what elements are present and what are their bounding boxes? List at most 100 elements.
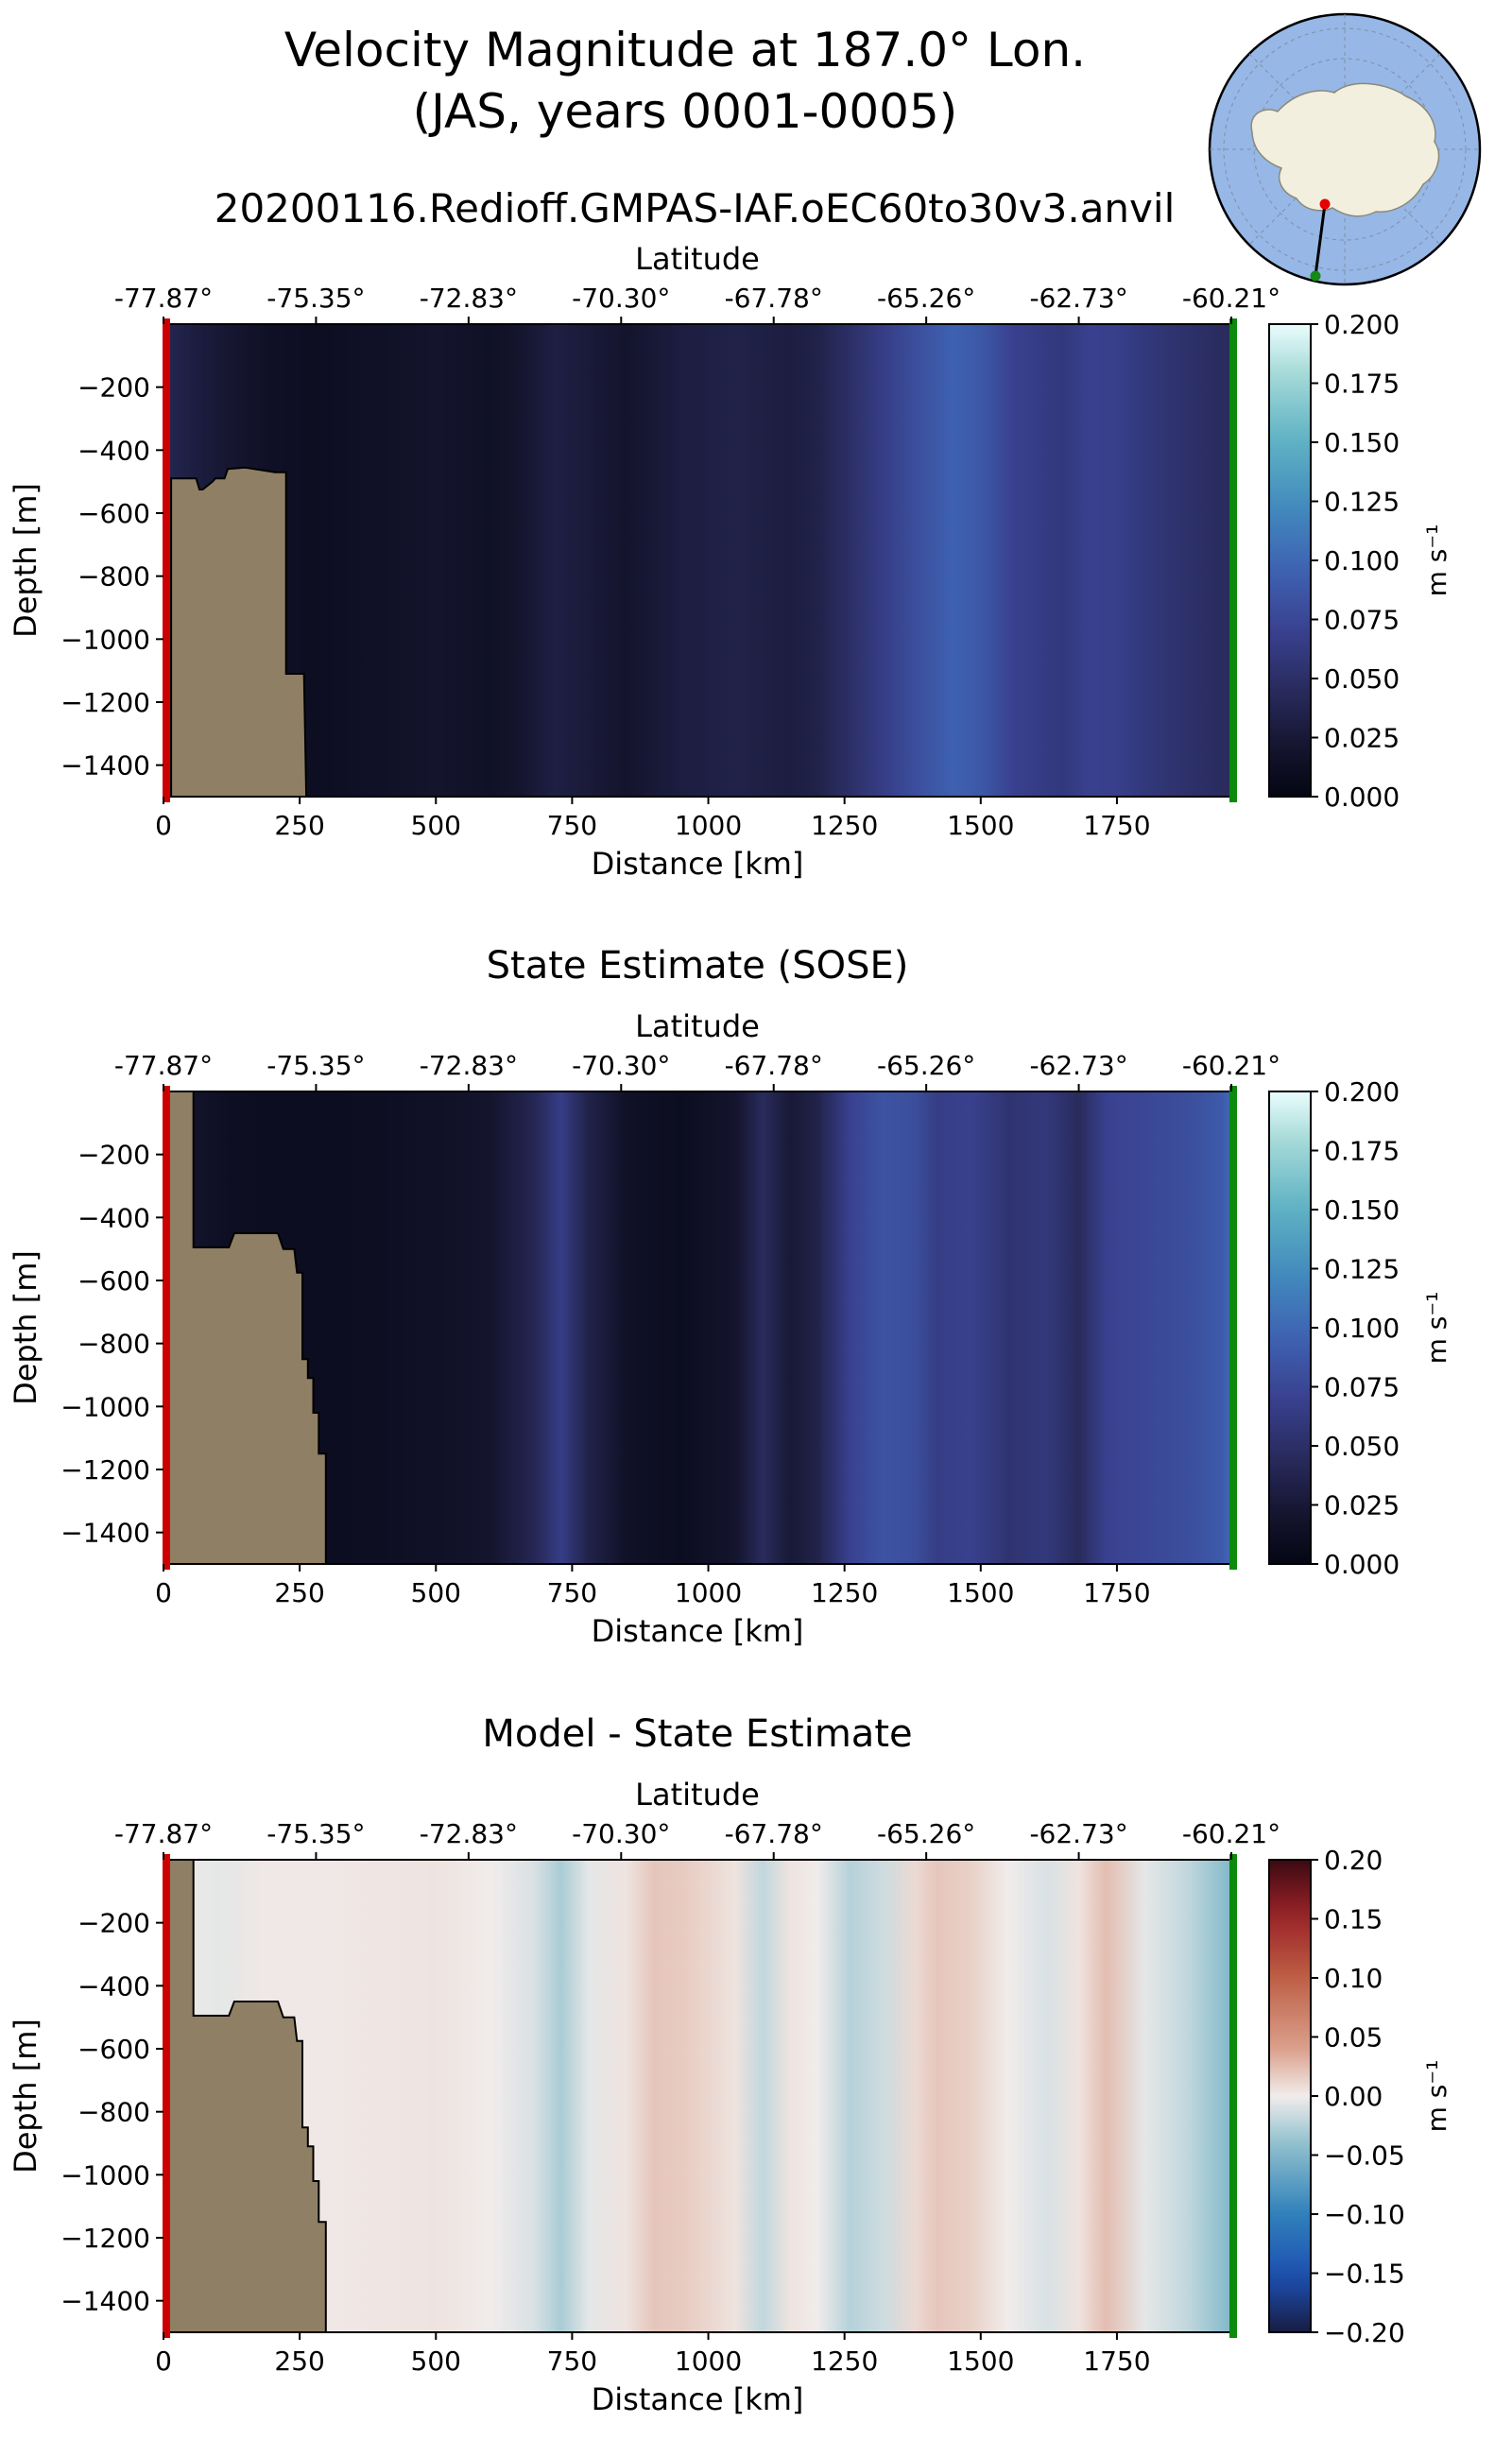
colorbar-tick-label: 0.050 [1324, 1431, 1400, 1462]
lat-tick-label: -60.21° [1182, 283, 1280, 314]
bathymetry-land [163, 466, 308, 798]
x-tick-label: 250 [274, 2345, 324, 2377]
y-axis-label: Depth [m] [8, 2019, 43, 2174]
x-tick-label: 1000 [675, 1577, 742, 1608]
panel-title: State Estimate (SOSE) [487, 944, 909, 988]
y-tick-label: −1000 [60, 1391, 150, 1422]
colorbar [1268, 1091, 1312, 1565]
colorbar-tick-label: 0.100 [1324, 1313, 1400, 1344]
x-tick-label: 0 [155, 1577, 172, 1608]
lat-tick-label: -77.87° [114, 1050, 213, 1081]
x-tick-label: 500 [411, 1577, 461, 1608]
y-tick-label: −1200 [60, 687, 150, 718]
y-axis-label: Depth [m] [8, 1250, 43, 1405]
colorbar-label: m s⁻¹ [1421, 2060, 1452, 2133]
difference-panel: Model - State Estimate 0 250 500 750 1000 1250… [8, 1712, 1452, 2417]
lat-tick-label: -75.35° [266, 1818, 365, 1849]
figure-title-line1: Velocity Magnitude at 187.0° Lon. [284, 23, 1086, 77]
x-tick-label: 1500 [947, 2345, 1014, 2377]
heatmap-field [163, 1860, 1231, 2332]
colorbar-tick-label: 0.20 [1324, 1845, 1383, 1876]
x-tick-label: 250 [274, 810, 324, 841]
colorbar-tick-label: 0.025 [1324, 1490, 1400, 1521]
lat-tick-label: -60.21° [1182, 1050, 1280, 1081]
colorbar-tick-label: 0.150 [1324, 1194, 1400, 1226]
heatmap-field [163, 1091, 1231, 1564]
x-tick-label: 1000 [675, 2345, 742, 2377]
x-tick-label: 500 [411, 2345, 461, 2377]
x-tick-label: 1500 [947, 1577, 1014, 1608]
lat-axis-label: Latitude [635, 241, 760, 277]
lat-tick-label: -65.26° [877, 283, 975, 314]
colorbar-label: m s⁻¹ [1421, 524, 1452, 597]
lat-tick-label: -72.83° [420, 283, 518, 314]
y-tick-label: −600 [77, 1265, 150, 1297]
colorbar-tick-label: −0.15 [1324, 2259, 1405, 2290]
transect-line [1314, 203, 1327, 277]
lat-tick-label: -67.78° [725, 283, 823, 314]
location-map-inset [1208, 12, 1482, 286]
y-tick-label: −1400 [60, 750, 150, 782]
bathymetry-land [163, 1859, 327, 2333]
y-tick-label: −800 [77, 2097, 150, 2128]
figure-title-line2: (JAS, years 0001-0005) [413, 84, 958, 139]
colorbar-tick-label: 0.200 [1324, 309, 1400, 340]
lat-tick-label: -70.30° [572, 283, 670, 314]
x-tick-label: 1750 [1083, 2345, 1150, 2377]
colorbar-tick-label: 0.05 [1324, 2022, 1383, 2053]
panel-title: Model - State Estimate [482, 1712, 912, 1756]
lat-tick-label: -62.73° [1029, 283, 1127, 314]
y-axis-label: Depth [m] [8, 483, 43, 638]
lat-tick-label: -65.26° [877, 1050, 975, 1081]
lat-tick-label: -72.83° [420, 1050, 518, 1081]
y-tick-label: −400 [77, 1970, 150, 2002]
transect-end-marker [1310, 270, 1321, 282]
colorbar-tick-label: 0.025 [1324, 723, 1400, 754]
x-tick-label: 1250 [811, 2345, 878, 2377]
lat-tick-label: -72.83° [420, 1818, 518, 1849]
colorbar-tick-label: 0.125 [1324, 487, 1400, 518]
x-tick-label: 500 [411, 810, 461, 841]
y-tick-label: −200 [77, 372, 150, 404]
x-tick-label: 750 [547, 2345, 597, 2377]
y-tick-label: −1200 [60, 2223, 150, 2254]
x-tick-label: 0 [155, 810, 172, 841]
x-tick-label: 1000 [675, 810, 742, 841]
colorbar-tick-label: −0.20 [1324, 2317, 1405, 2348]
lat-tick-label: -75.35° [266, 1050, 365, 1081]
colorbar-tick-label: 0.050 [1324, 663, 1400, 695]
lat-tick-label: -62.73° [1029, 1818, 1127, 1849]
colorbar-tick-label: −0.05 [1324, 2140, 1405, 2172]
x-tick-label: 250 [274, 1577, 324, 1608]
colorbar-tick-label: 0.000 [1324, 1549, 1400, 1580]
y-tick-label: −600 [77, 498, 150, 529]
lat-tick-label: -67.78° [725, 1050, 823, 1081]
colorbar [1268, 1859, 1312, 2333]
y-tick-label: −600 [77, 2034, 150, 2065]
bathymetry-land [163, 1091, 327, 1565]
colorbar-tick-label: 0.200 [1324, 1076, 1400, 1108]
x-tick-label: 1500 [947, 810, 1014, 841]
y-tick-label: −1000 [60, 624, 150, 655]
lat-tick-label: -77.87° [114, 283, 213, 314]
colorbar-tick-label: 0.100 [1324, 545, 1400, 576]
colorbar [1268, 323, 1312, 798]
lat-tick-label: -62.73° [1029, 1050, 1127, 1081]
y-tick-label: −400 [77, 435, 150, 466]
y-tick-label: −800 [77, 1329, 150, 1360]
lat-tick-label: -77.87° [114, 1818, 213, 1849]
transect-start-marker [1319, 198, 1331, 210]
x-axis-label: Distance [km] [592, 2381, 804, 2417]
sose-panel: State Estimate (SOSE) 0 250 500 750 1000 1250 1… [8, 944, 1452, 1649]
y-tick-label: −1400 [60, 2286, 150, 2317]
x-tick-label: 750 [547, 1577, 597, 1608]
x-axis-label: Distance [km] [592, 846, 804, 882]
y-tick-label: −400 [77, 1202, 150, 1233]
x-axis-label: Distance [km] [592, 1613, 804, 1649]
y-tick-label: −200 [77, 1140, 150, 1171]
x-tick-label: 1750 [1083, 1577, 1150, 1608]
antarctica-landmass [1250, 82, 1440, 217]
heatmap-field [163, 324, 1231, 797]
colorbar-tick-label: 0.075 [1324, 605, 1400, 636]
